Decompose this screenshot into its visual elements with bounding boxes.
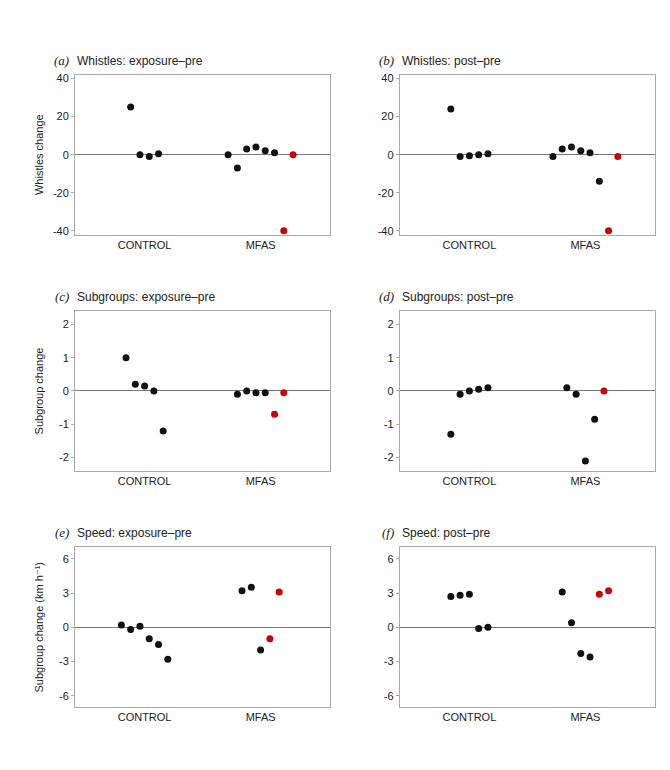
- svg-text:MFAS: MFAS: [246, 239, 276, 251]
- svg-text:-2: -2: [59, 451, 69, 463]
- svg-text:-3: -3: [59, 655, 69, 667]
- svg-text:0: 0: [387, 385, 393, 397]
- svg-text:Subgroups: post–pre: Subgroups: post–pre: [402, 290, 514, 304]
- svg-text:1: 1: [387, 352, 393, 364]
- svg-text:Whistles: post–pre: Whistles: post–pre: [402, 54, 501, 68]
- svg-text:-6: -6: [384, 690, 394, 702]
- svg-text:Subgroup change (km h⁻¹): Subgroup change (km h⁻¹): [33, 562, 45, 693]
- svg-text:-1: -1: [59, 418, 69, 430]
- svg-text:Subgroups: exposure–pre: Subgroups: exposure–pre: [77, 290, 215, 304]
- svg-text:40: 40: [381, 72, 393, 84]
- svg-text:0: 0: [387, 149, 393, 161]
- svg-text:-40: -40: [53, 225, 69, 237]
- svg-text:CONTROL: CONTROL: [118, 711, 172, 723]
- svg-text:40: 40: [57, 72, 69, 84]
- svg-text:CONTROL: CONTROL: [443, 239, 497, 251]
- svg-text:Speed: exposure–pre: Speed: exposure–pre: [77, 526, 192, 540]
- svg-text:2: 2: [63, 318, 69, 330]
- svg-text:(b): (b): [379, 53, 394, 68]
- svg-text:MFAS: MFAS: [570, 475, 600, 487]
- svg-text:-20: -20: [378, 187, 394, 199]
- svg-text:1: 1: [63, 352, 69, 364]
- svg-text:0: 0: [63, 385, 69, 397]
- svg-text:CONTROL: CONTROL: [118, 475, 172, 487]
- svg-text:-3: -3: [384, 655, 394, 667]
- svg-text:Speed: post–pre: Speed: post–pre: [402, 526, 490, 540]
- svg-text:0: 0: [63, 621, 69, 633]
- svg-text:(f): (f): [382, 525, 394, 540]
- svg-text:-6: -6: [59, 690, 69, 702]
- svg-text:6: 6: [63, 553, 69, 565]
- svg-text:20: 20: [381, 110, 393, 122]
- svg-text:0: 0: [63, 149, 69, 161]
- svg-text:(d): (d): [379, 289, 394, 304]
- svg-text:2: 2: [387, 318, 393, 330]
- svg-text:(e): (e): [55, 525, 69, 540]
- svg-text:CONTROL: CONTROL: [118, 239, 172, 251]
- svg-text:MFAS: MFAS: [246, 711, 276, 723]
- svg-text:MFAS: MFAS: [570, 239, 600, 251]
- svg-text:0: 0: [387, 621, 393, 633]
- svg-text:CONTROL: CONTROL: [443, 475, 497, 487]
- svg-text:(a): (a): [54, 53, 69, 68]
- svg-text:Whistles: exposure–pre: Whistles: exposure–pre: [77, 54, 203, 68]
- svg-text:Whistles change: Whistles change: [33, 114, 45, 195]
- svg-text:3: 3: [63, 587, 69, 599]
- svg-text:-2: -2: [384, 451, 394, 463]
- svg-text:-20: -20: [53, 187, 69, 199]
- svg-text:6: 6: [387, 553, 393, 565]
- svg-text:MFAS: MFAS: [570, 711, 600, 723]
- svg-text:-40: -40: [378, 225, 394, 237]
- svg-text:3: 3: [387, 587, 393, 599]
- svg-text:Subgroup change: Subgroup change: [33, 348, 45, 435]
- svg-text:MFAS: MFAS: [246, 475, 276, 487]
- svg-text:(c): (c): [55, 289, 69, 304]
- svg-text:CONTROL: CONTROL: [443, 711, 497, 723]
- svg-text:-1: -1: [384, 418, 394, 430]
- svg-text:20: 20: [57, 110, 69, 122]
